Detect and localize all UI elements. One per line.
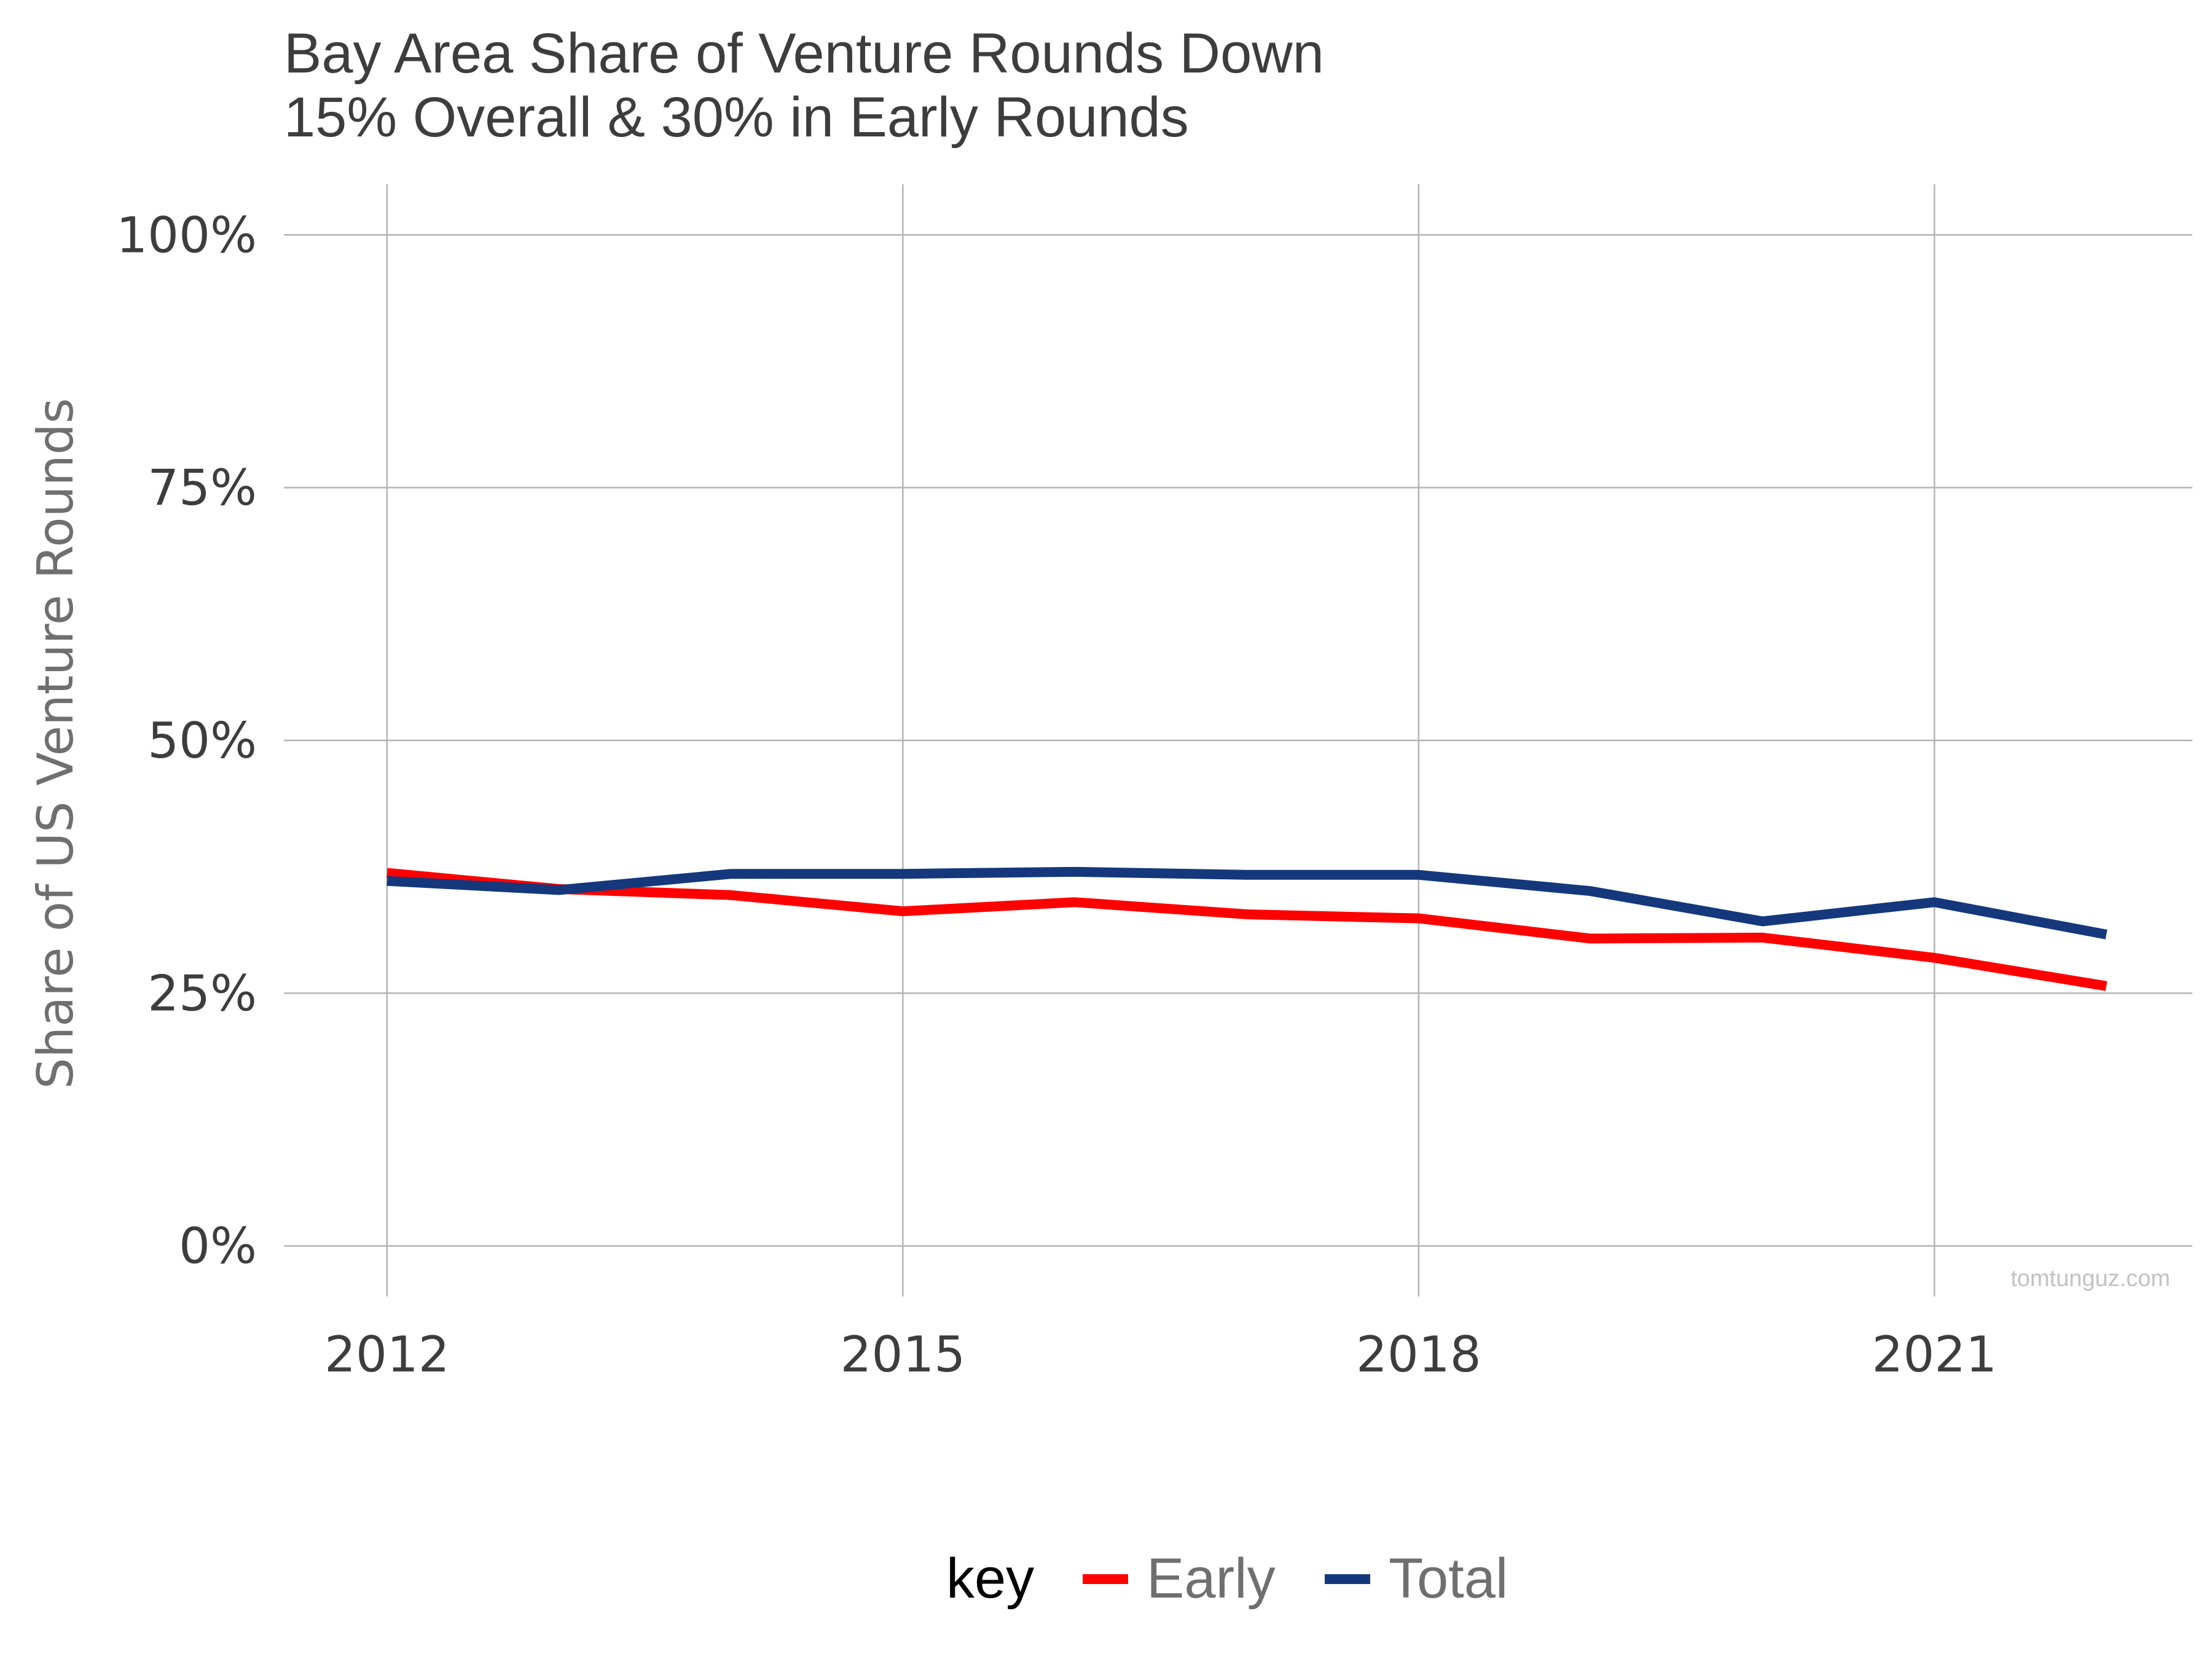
x-axis-tick-labels: 2012 2015 2018 2021 — [324, 1326, 1997, 1383]
legend-item-total: Total — [1325, 1547, 1508, 1610]
grid — [284, 184, 2192, 1296]
y-tick-label: 0% — [179, 1218, 257, 1275]
legend-title: key — [946, 1547, 1034, 1610]
legend-label-early: Early — [1147, 1547, 1276, 1610]
series-line-total — [386, 866, 2108, 939]
series-line-early — [386, 868, 2108, 991]
x-tick-label: 2021 — [1872, 1326, 1997, 1383]
series-lines — [386, 866, 2108, 991]
x-tick-label: 2015 — [841, 1326, 966, 1383]
y-tick-label: 25% — [147, 965, 257, 1022]
y-axis-tick-labels: 0% 25% 50% 75% 100% — [116, 206, 257, 1274]
legend: key Early Total — [946, 1547, 1508, 1610]
y-tick-label: 75% — [147, 460, 257, 517]
x-tick-label: 2018 — [1356, 1326, 1481, 1383]
chart-title: Bay Area Share of Venture Rounds Down 15… — [284, 22, 1324, 149]
chart-title-line-2: 15% Overall & 30% in Early Rounds — [284, 86, 1189, 149]
chart-title-line-1: Bay Area Share of Venture Rounds Down — [284, 22, 1324, 85]
legend-item-early: Early — [1083, 1547, 1276, 1610]
legend-items: Early Total — [1083, 1547, 1508, 1610]
watermark: tomtunguz.com — [2010, 1266, 2170, 1292]
x-tick-label: 2012 — [324, 1326, 450, 1383]
legend-label-total: Total — [1389, 1547, 1508, 1610]
y-tick-label: 100% — [116, 206, 257, 264]
y-axis-title: Share of US Venture Rounds — [27, 398, 84, 1089]
y-tick-label: 50% — [147, 712, 257, 769]
